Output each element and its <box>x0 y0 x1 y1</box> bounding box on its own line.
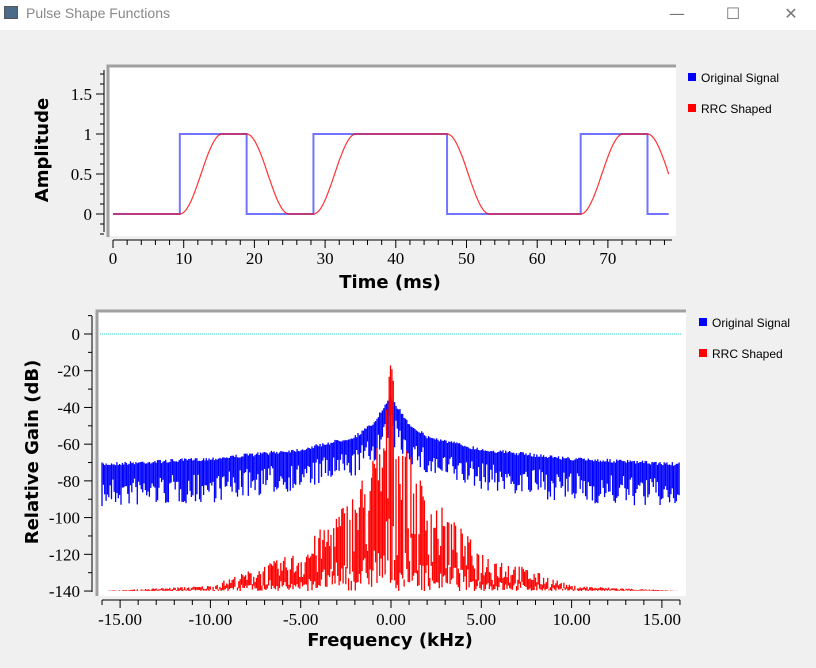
legend-swatch-original <box>688 73 696 81</box>
x-tick-label: 0 <box>109 249 118 268</box>
x-tick-label: -10.00 <box>188 610 232 629</box>
time-y-label: Amplitude <box>32 98 53 202</box>
legend-rrc[interactable]: RRC Shaped <box>701 102 772 116</box>
time-plot-area <box>108 66 676 236</box>
time-axes: 0 10 20 30 40 50 60 70 0 0.5 1 1.5 <box>71 70 672 268</box>
y-tick-label: 0 <box>84 205 93 224</box>
x-tick-label: -15.00 <box>98 610 142 629</box>
app-icon <box>4 6 18 19</box>
y-tick-label: 0 <box>72 325 81 344</box>
x-tick-label: 50 <box>458 249 475 268</box>
spectrum-axes: -15.00 -10.00 -5.00 0.00 5.00 10.00 15.00 0 -20 -… <box>49 315 682 629</box>
y-tick-label: -80 <box>57 472 80 491</box>
x-tick-label: 70 <box>599 249 616 268</box>
x-tick-label: 60 <box>529 249 546 268</box>
y-tick-label: 1 <box>84 125 93 144</box>
y-tick-label: -100 <box>49 509 80 528</box>
x-tick-label: 30 <box>317 249 334 268</box>
original-spectrum-series <box>101 395 680 507</box>
x-tick-label: 20 <box>246 249 263 268</box>
spectrum-y-label: Relative Gain (dB) <box>22 360 43 545</box>
x-tick-label: 15.00 <box>643 610 681 629</box>
y-tick-label: -40 <box>57 398 80 417</box>
legend-rrc[interactable]: RRC Shaped <box>712 347 783 361</box>
time-plot: 0 10 20 30 40 50 60 70 0 0.5 1 1.5 Time (ms) Amplit… <box>32 64 779 293</box>
legend-swatch-original <box>699 318 707 326</box>
x-tick-label: -5.00 <box>283 610 318 629</box>
spectrum-x-label: Frequency (kHz) <box>307 630 473 651</box>
time-series <box>113 133 670 215</box>
rrc-shaped-line <box>113 133 670 215</box>
y-tick-label: 0.5 <box>71 165 92 184</box>
x-tick-label: 10.00 <box>552 610 590 629</box>
window-title: Pulse Shape Functions <box>26 5 170 21</box>
y-tick-label: -60 <box>57 435 80 454</box>
x-tick-label: 10 <box>175 249 192 268</box>
maximize-button[interactable]: ☐ <box>725 4 741 23</box>
legend-original[interactable]: Original Signal <box>712 316 790 330</box>
y-tick-label: -120 <box>49 545 80 564</box>
time-plot-frame <box>106 64 676 237</box>
spectrum-plot-frame <box>95 309 686 596</box>
y-tick-label: -20 <box>57 362 80 381</box>
legend-swatch-rrc <box>699 349 707 357</box>
minimize-button[interactable]: — <box>669 4 685 23</box>
time-x-label: Time (ms) <box>339 272 441 293</box>
spectrum-plot: -15.00 -10.00 -5.00 0.00 5.00 10.00 15.00 0 -20 -… <box>22 309 790 651</box>
x-tick-label: 40 <box>387 249 404 268</box>
x-tick-label: 0.00 <box>376 610 406 629</box>
y-tick-label: 1.5 <box>71 85 92 104</box>
x-tick-label: 5.00 <box>466 610 496 629</box>
title-bar: Pulse Shape Functions — ☐ ✕ <box>0 0 816 30</box>
legend-original[interactable]: Original Signal <box>701 71 779 85</box>
legend-swatch-rrc <box>688 104 696 112</box>
spectrum-series <box>101 365 680 591</box>
close-button[interactable]: ✕ <box>784 4 798 23</box>
rrc-spectrum-series <box>108 365 679 591</box>
y-tick-label: -140 <box>49 582 80 601</box>
